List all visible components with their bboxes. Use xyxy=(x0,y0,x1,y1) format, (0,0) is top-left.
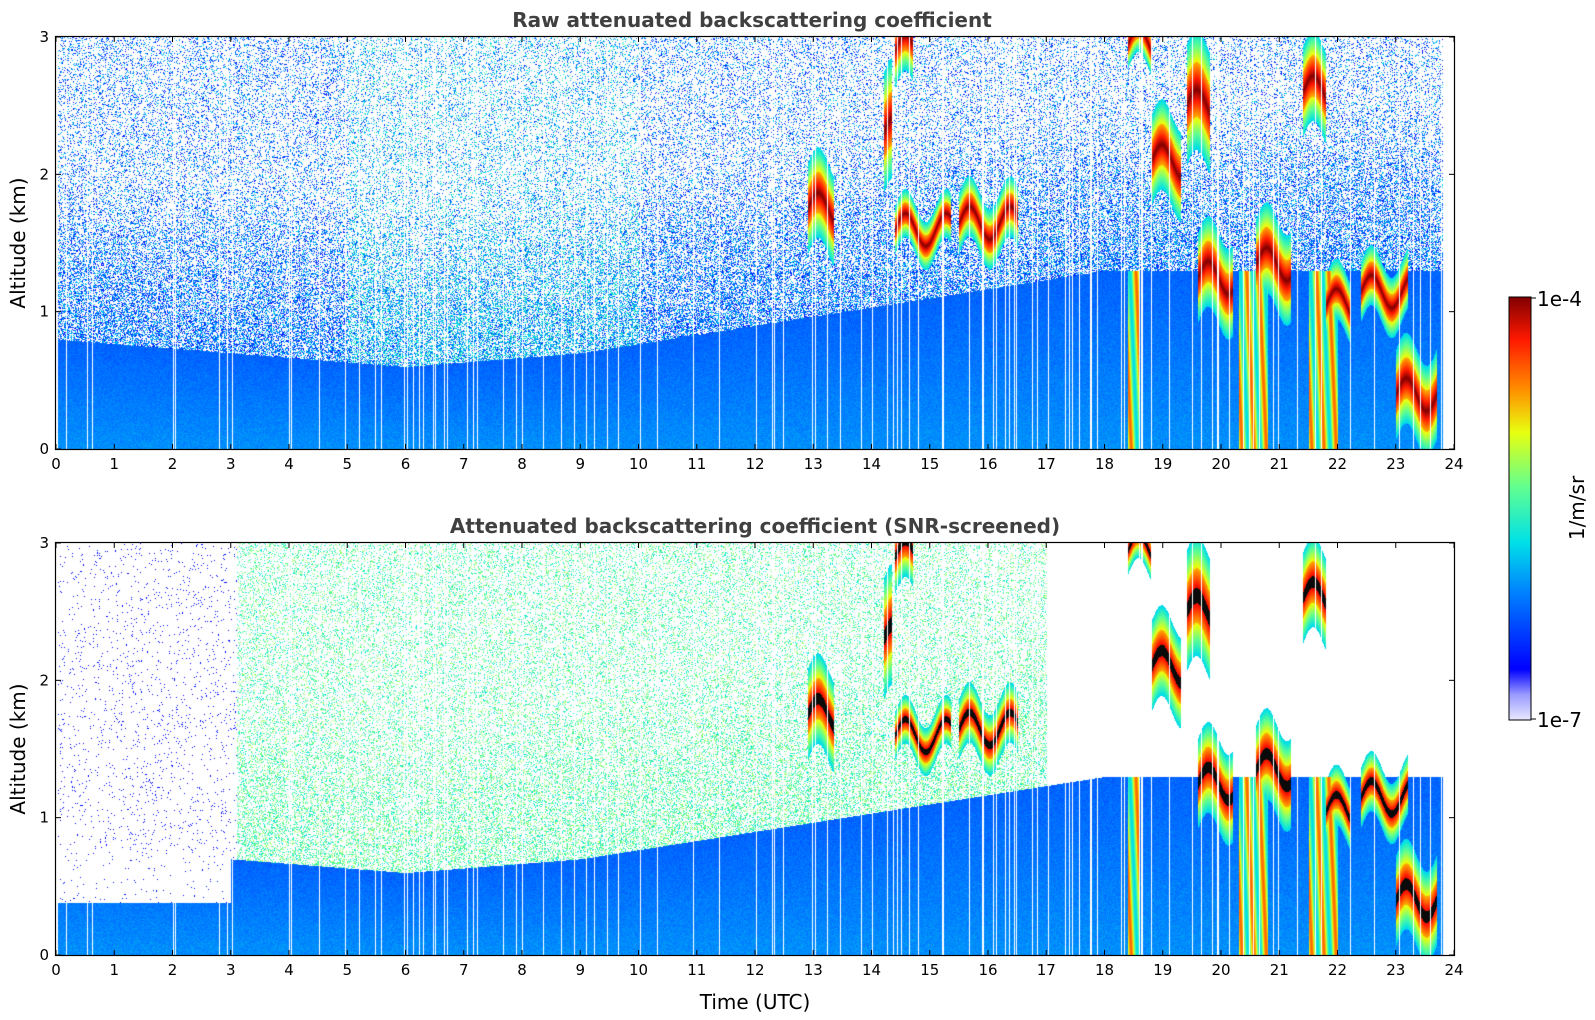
x-tick-label: 8 xyxy=(517,961,527,979)
y-tick-label: 0 xyxy=(39,440,49,458)
x-tick-label: 21 xyxy=(1270,455,1289,473)
y-tick-label: 3 xyxy=(39,28,49,46)
x-tick-label: 23 xyxy=(1386,961,1405,979)
x-tick-label: 12 xyxy=(745,961,764,979)
x-tick-label: 1 xyxy=(109,961,119,979)
panel-raw-title: Raw attenuated backscattering coefficien… xyxy=(512,8,992,32)
colorbar-min-label: 1e-7 xyxy=(1537,708,1582,732)
panel-raw-frame xyxy=(54,35,1456,451)
panel-screened-y-axis: 0 1 2 3 xyxy=(39,534,1454,964)
colorbar-max-label: 1e-4 xyxy=(1537,287,1582,311)
panel-raw-heatmap xyxy=(56,37,1454,449)
x-tick-label: 18 xyxy=(1095,961,1114,979)
x-tick-label: 22 xyxy=(1328,961,1347,979)
x-tick-label: 9 xyxy=(575,961,585,979)
x-tick-label: 8 xyxy=(517,455,527,473)
x-tick-label: 4 xyxy=(284,455,294,473)
x-tick-label: 0 xyxy=(51,961,61,979)
x-tick-label: 13 xyxy=(804,455,823,473)
x-tick-label: 2 xyxy=(168,961,178,979)
y-tick-label: 1 xyxy=(39,809,49,827)
y-tick-label: 2 xyxy=(39,671,49,689)
colorbar-label: 1/m/sr xyxy=(1565,475,1589,540)
x-tick-label: 19 xyxy=(1153,961,1172,979)
panel-screened-xlabel: Time (UTC) xyxy=(699,990,811,1014)
x-tick-label: 10 xyxy=(629,961,648,979)
x-tick-label: 3 xyxy=(226,961,236,979)
x-tick-label: 3 xyxy=(226,455,236,473)
x-tick-label: 13 xyxy=(804,961,823,979)
x-tick-label: 23 xyxy=(1386,455,1405,473)
y-tick-label: 0 xyxy=(39,946,49,964)
x-tick-label: 18 xyxy=(1095,455,1114,473)
x-tick-label: 7 xyxy=(459,961,469,979)
x-tick-label: 19 xyxy=(1153,455,1172,473)
x-tick-label: 6 xyxy=(401,961,411,979)
panel-screened-ylabel: Altitude (km) xyxy=(6,683,30,814)
colorbar-gradient xyxy=(1508,296,1532,721)
x-tick-label: 7 xyxy=(459,455,469,473)
colorbar: 1e-4 1e-7 1/m/sr xyxy=(1508,287,1589,732)
panel-raw-y-axis: 0 1 2 3 xyxy=(39,28,1454,458)
x-tick-label: 5 xyxy=(342,455,352,473)
y-tick-label: 3 xyxy=(39,534,49,552)
panel-screened-title: Attenuated backscattering coefficient (S… xyxy=(450,514,1060,538)
y-tick-label: 1 xyxy=(39,303,49,321)
panel-raw-ylabel: Altitude (km) xyxy=(6,177,30,308)
x-tick-label: 17 xyxy=(1037,961,1056,979)
x-tick-label: 15 xyxy=(920,961,939,979)
x-tick-label: 5 xyxy=(342,961,352,979)
x-tick-label: 0 xyxy=(51,455,61,473)
x-tick-label: 4 xyxy=(284,961,294,979)
x-tick-label: 17 xyxy=(1037,455,1056,473)
x-tick-label: 22 xyxy=(1328,455,1347,473)
x-tick-label: 21 xyxy=(1270,961,1289,979)
x-tick-label: 2 xyxy=(168,455,178,473)
panel-raw: Raw attenuated backscattering coefficien… xyxy=(6,8,1464,473)
x-tick-label: 16 xyxy=(978,455,997,473)
panel-screened-frame xyxy=(54,541,1456,957)
x-tick-label: 10 xyxy=(629,455,648,473)
x-tick-label: 16 xyxy=(978,961,997,979)
x-tick-label: 24 xyxy=(1444,961,1463,979)
x-tick-label: 11 xyxy=(687,961,706,979)
x-tick-label: 20 xyxy=(1211,961,1230,979)
x-tick-label: 9 xyxy=(575,455,585,473)
panel-screened-x-axis: 0 1 2 3 4 5 6 7 8 9 10 11 12 13 14 15 16 17 18 19 20 21 22 23 24 xyxy=(51,543,1464,979)
x-tick-label: 24 xyxy=(1444,455,1463,473)
x-tick-label: 1 xyxy=(109,455,119,473)
panel-raw-x-axis: 0 1 2 3 4 5 6 7 8 9 10 11 12 13 14 15 16 17 18 19 20 21 22 23 24 xyxy=(51,37,1464,473)
x-tick-label: 14 xyxy=(862,961,881,979)
x-tick-label: 15 xyxy=(920,455,939,473)
x-tick-label: 12 xyxy=(745,455,764,473)
panel-screened: Attenuated backscattering coefficient (S… xyxy=(6,514,1464,1014)
x-tick-label: 6 xyxy=(401,455,411,473)
x-tick-label: 20 xyxy=(1211,455,1230,473)
y-tick-label: 2 xyxy=(39,165,49,183)
x-tick-label: 14 xyxy=(862,455,881,473)
x-tick-label: 11 xyxy=(687,455,706,473)
panel-screened-heatmap xyxy=(56,543,1454,955)
